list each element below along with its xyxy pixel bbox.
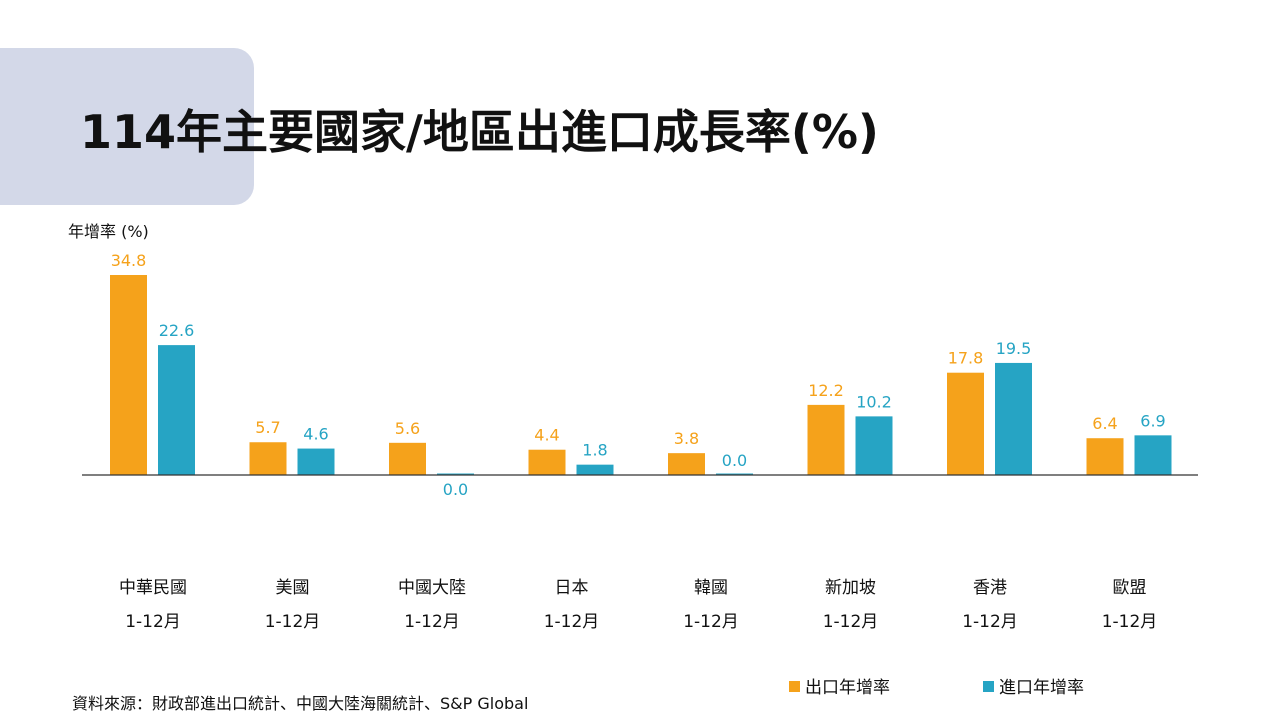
legend-swatch-export [789, 681, 800, 692]
bar-import-4 [716, 473, 753, 475]
category-label-1: 美國 [276, 578, 310, 598]
bar-import-5 [855, 416, 893, 475]
source-note: 資料來源：財政部進出口統計、中國大陸海關統計、S&P Global [72, 694, 529, 713]
data-label-export-2: 5.6 [395, 419, 420, 438]
period-label-6: 1-12月 [962, 612, 1018, 632]
period-label-7: 1-12月 [1102, 612, 1158, 632]
category-label-2: 中國大陸 [398, 578, 466, 598]
data-label-import-3: 1.8 [582, 441, 607, 460]
y-axis-label: 年增率 (%) [68, 222, 149, 241]
period-label-5: 1-12月 [823, 612, 879, 632]
bar-export-0 [110, 275, 147, 475]
period-label-1: 1-12月 [265, 612, 321, 632]
data-label-export-5: 12.2 [808, 381, 844, 400]
period-label-4: 1-12月 [683, 612, 739, 632]
bar-import-1 [297, 448, 335, 475]
data-label-import-4: 0.0 [722, 451, 747, 470]
category-label-6: 香港 [973, 578, 1007, 598]
page-title: 114年主要國家/地區出進口成長率(%) [80, 105, 879, 159]
bar-import-2 [437, 473, 474, 475]
period-label-0: 1-12月 [125, 612, 181, 632]
data-label-import-6: 19.5 [996, 339, 1032, 358]
bar-export-4 [668, 453, 705, 475]
data-label-import-5: 10.2 [856, 392, 892, 411]
bar-import-6 [995, 362, 1032, 475]
bar-import-7 [1134, 435, 1172, 475]
category-label-3: 日本 [555, 578, 589, 598]
period-label-3: 1-12月 [544, 612, 600, 632]
data-label-import-0: 22.6 [159, 321, 195, 340]
legend-label-import: 進口年增率 [999, 678, 1084, 698]
legend-label-export: 出口年增率 [805, 678, 890, 698]
bar-export-3 [528, 449, 566, 475]
period-label-2: 1-12月 [404, 612, 460, 632]
category-label-4: 韓國 [694, 578, 728, 598]
data-label-import-7: 6.9 [1140, 411, 1165, 430]
data-label-export-7: 6.4 [1092, 414, 1117, 433]
title-background [0, 48, 254, 205]
data-label-export-3: 4.4 [534, 426, 559, 445]
category-label-0: 中華民國 [119, 578, 187, 598]
data-label-export-1: 5.7 [255, 418, 280, 437]
data-label-export-0: 34.8 [111, 251, 147, 270]
bar-import-3 [576, 464, 614, 475]
data-label-export-6: 17.8 [948, 349, 984, 368]
bar-export-1 [249, 442, 287, 475]
data-label-import-2: 0.0 [443, 480, 468, 499]
bar-export-6 [947, 372, 984, 475]
bar-export-7 [1086, 438, 1124, 475]
legend-swatch-import [983, 681, 994, 692]
data-label-export-4: 3.8 [674, 429, 699, 448]
category-label-5: 新加坡 [825, 578, 876, 598]
category-label-7: 歐盟 [1113, 578, 1147, 598]
bar-import-0 [158, 345, 195, 475]
bar-export-2 [389, 442, 426, 475]
bar-export-5 [807, 404, 845, 475]
data-label-import-1: 4.6 [303, 425, 328, 444]
